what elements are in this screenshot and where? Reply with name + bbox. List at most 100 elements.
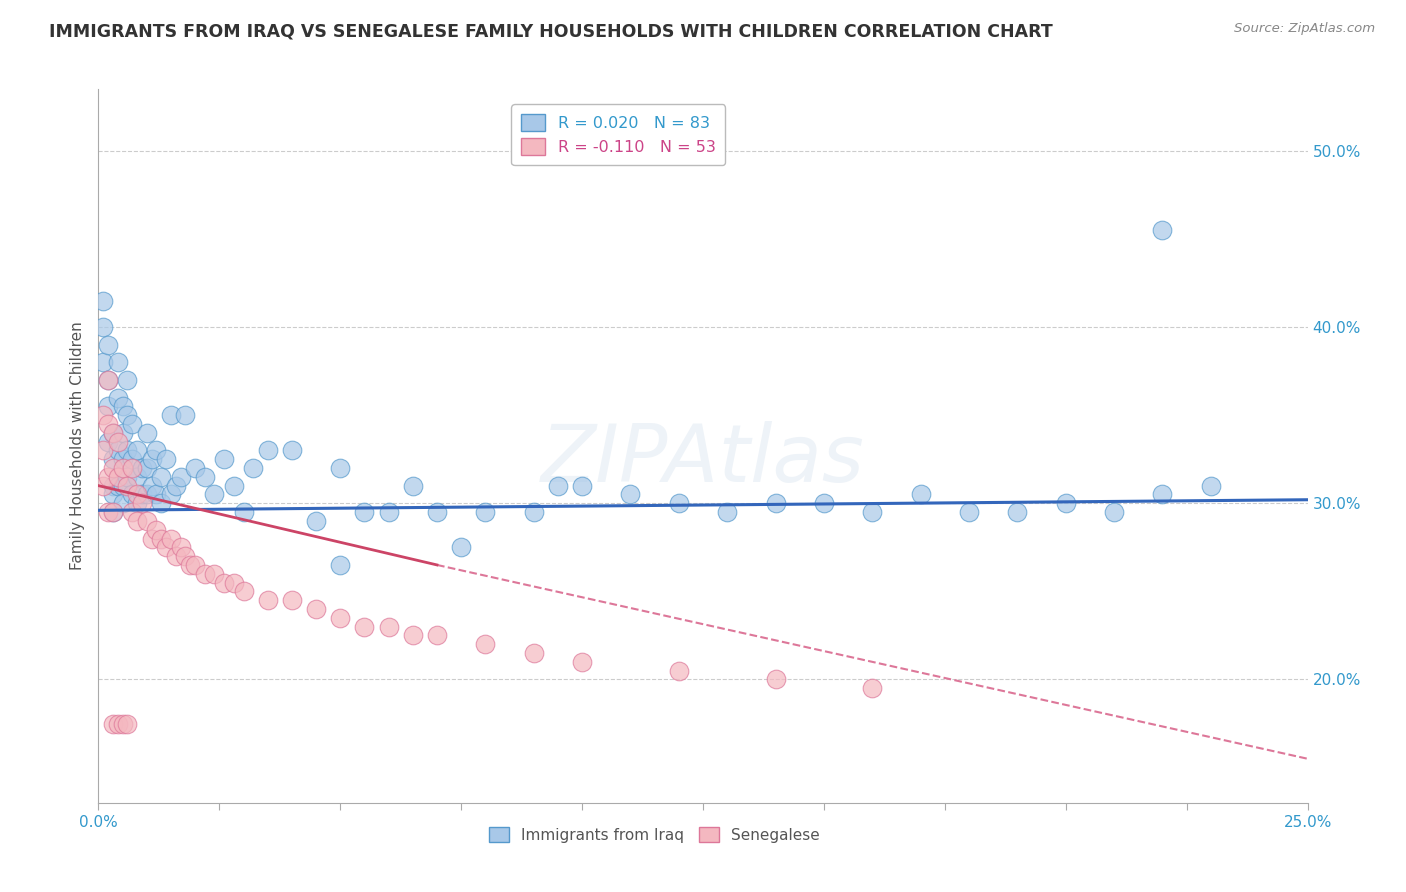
Point bbox=[426, 628, 449, 642]
Point bbox=[127, 514, 149, 528]
Y-axis label: Family Households with Children: Family Households with Children bbox=[69, 322, 84, 570]
Point bbox=[150, 470, 173, 484]
Point bbox=[222, 575, 245, 590]
Point bbox=[101, 716, 124, 731]
Point bbox=[165, 549, 187, 563]
Point bbox=[121, 461, 143, 475]
Point bbox=[860, 505, 883, 519]
Point bbox=[329, 611, 352, 625]
Point bbox=[135, 487, 157, 501]
Point bbox=[155, 541, 177, 555]
Point bbox=[97, 417, 120, 431]
Point bbox=[329, 558, 352, 572]
Point bbox=[91, 478, 114, 492]
Point bbox=[127, 496, 149, 510]
Point bbox=[256, 443, 278, 458]
Point bbox=[402, 628, 425, 642]
Point bbox=[377, 505, 399, 519]
Point bbox=[101, 487, 124, 501]
Point bbox=[135, 425, 157, 440]
Point bbox=[184, 558, 207, 572]
Point bbox=[204, 487, 226, 501]
Point bbox=[145, 443, 167, 458]
Point bbox=[127, 487, 149, 501]
Point bbox=[174, 549, 197, 563]
Point bbox=[1152, 487, 1174, 501]
Point bbox=[204, 566, 226, 581]
Point bbox=[179, 558, 201, 572]
Point bbox=[117, 470, 139, 484]
Point bbox=[91, 320, 114, 334]
Point bbox=[107, 443, 129, 458]
Point bbox=[305, 514, 328, 528]
Point bbox=[150, 532, 173, 546]
Point bbox=[860, 681, 883, 696]
Point bbox=[668, 664, 690, 678]
Point bbox=[1102, 505, 1125, 519]
Point bbox=[242, 461, 264, 475]
Point bbox=[111, 400, 134, 414]
Point bbox=[107, 470, 129, 484]
Point bbox=[716, 505, 738, 519]
Point bbox=[232, 584, 254, 599]
Point bbox=[97, 373, 120, 387]
Point bbox=[256, 593, 278, 607]
Point bbox=[117, 373, 139, 387]
Point bbox=[194, 566, 217, 581]
Point bbox=[121, 452, 143, 467]
Point bbox=[160, 408, 183, 422]
Point bbox=[97, 434, 120, 449]
Point bbox=[101, 461, 124, 475]
Point bbox=[160, 487, 183, 501]
Point bbox=[212, 452, 235, 467]
Point bbox=[571, 478, 593, 492]
Point bbox=[450, 541, 472, 555]
Point bbox=[571, 655, 593, 669]
Point bbox=[107, 478, 129, 492]
Point bbox=[91, 293, 114, 308]
Point bbox=[101, 452, 124, 467]
Point bbox=[194, 470, 217, 484]
Point bbox=[117, 716, 139, 731]
Point bbox=[135, 514, 157, 528]
Point bbox=[101, 425, 124, 440]
Text: ZIPAtlas: ZIPAtlas bbox=[541, 421, 865, 500]
Point bbox=[131, 496, 153, 510]
Point bbox=[97, 373, 120, 387]
Point bbox=[1152, 223, 1174, 237]
Legend: Immigrants from Iraq, Senegalese: Immigrants from Iraq, Senegalese bbox=[482, 821, 827, 848]
Point bbox=[91, 355, 114, 369]
Point bbox=[141, 478, 163, 492]
Point bbox=[97, 505, 120, 519]
Point bbox=[474, 637, 496, 651]
Point bbox=[957, 505, 980, 519]
Text: Source: ZipAtlas.com: Source: ZipAtlas.com bbox=[1234, 22, 1375, 36]
Point bbox=[668, 496, 690, 510]
Point bbox=[135, 461, 157, 475]
Point bbox=[97, 470, 120, 484]
Point bbox=[131, 461, 153, 475]
Point bbox=[91, 408, 114, 422]
Point bbox=[141, 532, 163, 546]
Point bbox=[111, 478, 134, 492]
Point bbox=[1199, 478, 1222, 492]
Point bbox=[107, 391, 129, 405]
Point bbox=[111, 461, 134, 475]
Point bbox=[91, 443, 114, 458]
Point bbox=[101, 478, 124, 492]
Point bbox=[97, 337, 120, 351]
Point bbox=[305, 602, 328, 616]
Point bbox=[117, 478, 139, 492]
Point bbox=[117, 443, 139, 458]
Point bbox=[101, 505, 124, 519]
Point bbox=[165, 478, 187, 492]
Point bbox=[353, 505, 375, 519]
Point bbox=[281, 593, 304, 607]
Point bbox=[1007, 505, 1029, 519]
Point bbox=[377, 619, 399, 633]
Text: IMMIGRANTS FROM IRAQ VS SENEGALESE FAMILY HOUSEHOLDS WITH CHILDREN CORRELATION C: IMMIGRANTS FROM IRAQ VS SENEGALESE FAMIL… bbox=[49, 22, 1053, 40]
Point bbox=[619, 487, 641, 501]
Point bbox=[329, 461, 352, 475]
Point bbox=[813, 496, 835, 510]
Point bbox=[117, 408, 139, 422]
